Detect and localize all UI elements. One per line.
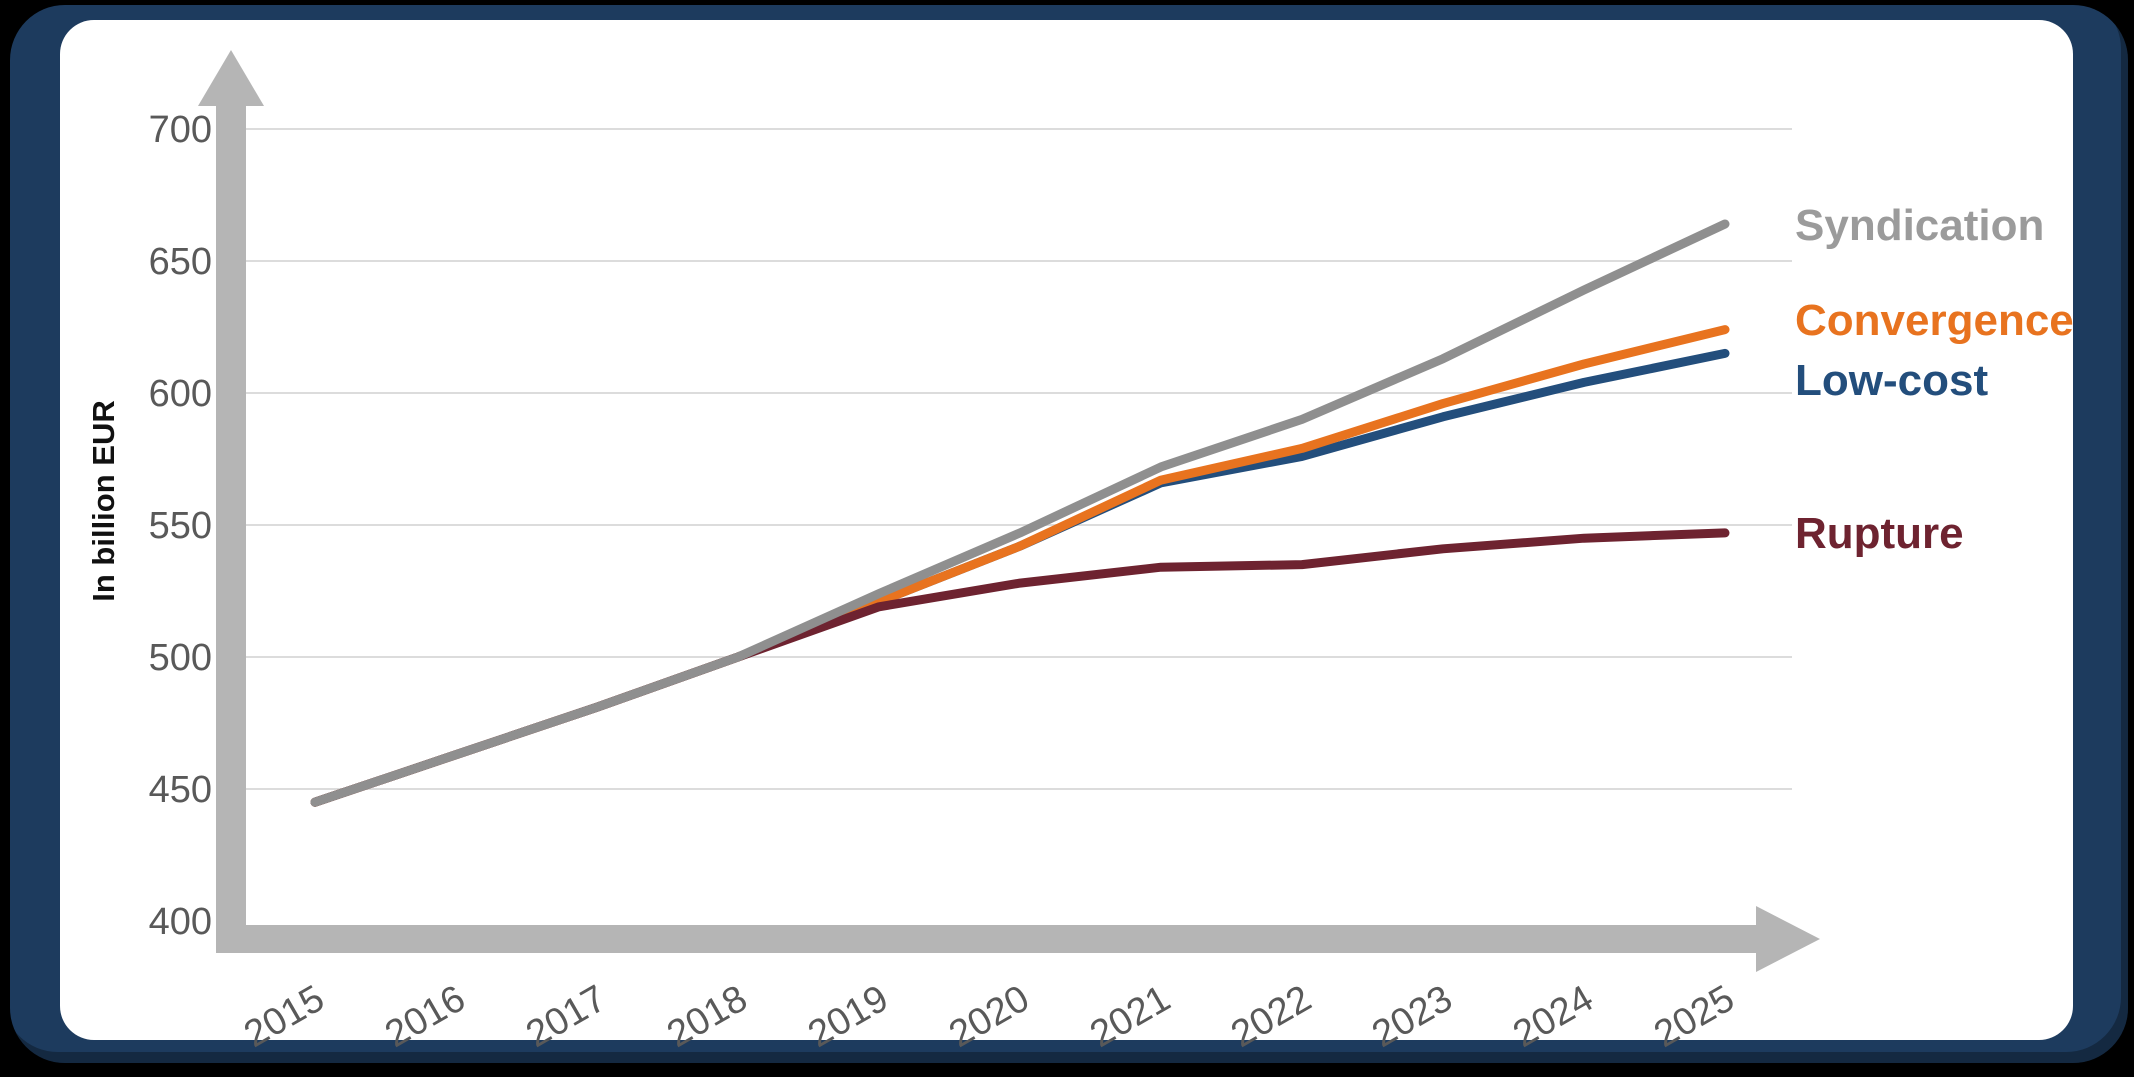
y-tick-label: 600 bbox=[149, 373, 212, 415]
legend-label-syndication: Syndication bbox=[1795, 201, 2045, 250]
x-tick-label: 2023 bbox=[1365, 977, 1459, 1056]
series-line-syndication bbox=[310, 219, 1730, 807]
x-tick-label: 2015 bbox=[237, 977, 331, 1056]
x-tick-label: 2019 bbox=[801, 977, 895, 1056]
series-line-rupture bbox=[310, 528, 1730, 807]
y-tick-label: 450 bbox=[149, 769, 212, 811]
y-tick-label: 500 bbox=[149, 637, 212, 679]
x-tick-label: 2024 bbox=[1506, 977, 1600, 1056]
y-axis-title: In billion EUR bbox=[86, 400, 121, 602]
y-axis-arrow-icon bbox=[198, 50, 264, 106]
legend-label-rupture: Rupture bbox=[1795, 509, 1964, 558]
x-tick-label: 2022 bbox=[1224, 977, 1318, 1056]
legend-label-low-cost: Low-cost bbox=[1795, 356, 1989, 405]
x-tick-label: 2025 bbox=[1647, 977, 1741, 1056]
x-tick-label: 2020 bbox=[942, 977, 1036, 1056]
y-tick-label: 400 bbox=[149, 901, 212, 943]
x-tick-label: 2021 bbox=[1083, 977, 1177, 1056]
y-axis-bar bbox=[216, 98, 246, 953]
y-tick-label: 650 bbox=[149, 241, 212, 283]
y-tick-label: 550 bbox=[149, 505, 212, 547]
x-axis-arrow-icon bbox=[1756, 906, 1820, 972]
y-tick-label: 700 bbox=[149, 109, 212, 151]
x-tick-label: 2017 bbox=[519, 977, 613, 1056]
legend-label-convergence: Convergence bbox=[1795, 296, 2074, 345]
x-tick-label: 2018 bbox=[660, 977, 754, 1056]
x-tick-label: 2016 bbox=[378, 977, 472, 1056]
x-axis-bar bbox=[216, 925, 1758, 953]
